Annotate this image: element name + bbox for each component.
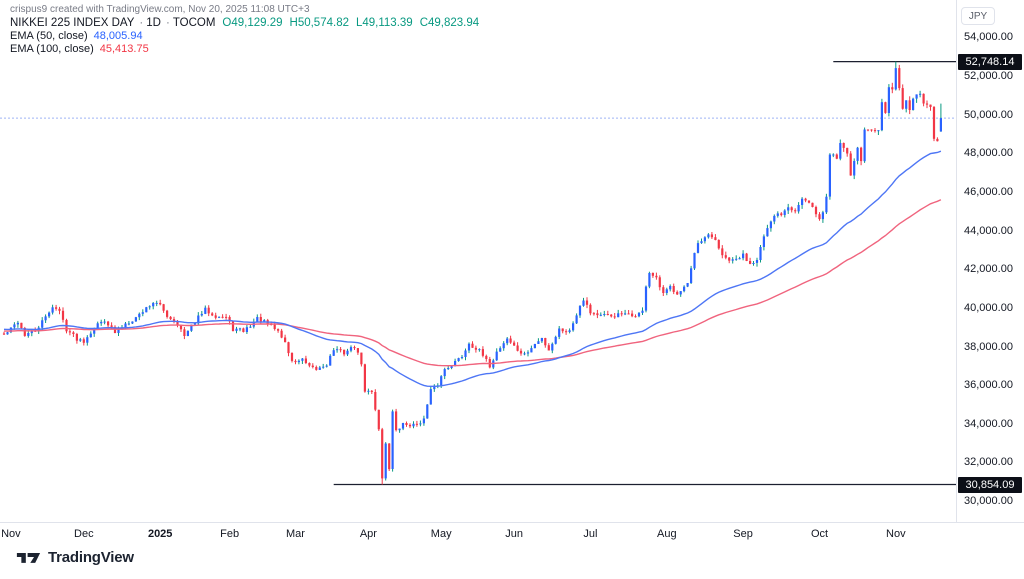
- legend-separator: ·: [139, 17, 144, 29]
- ohlc-high: H50,574.82: [289, 17, 349, 29]
- tradingview-logo-icon: [16, 553, 41, 563]
- ema100-value: 45,413.75: [99, 43, 149, 55]
- price-tick: 36,000.00: [964, 379, 1013, 392]
- chart-legend: NIKKEI 225 INDEX DAY · 1D · TOCOM O49,129.29 H…: [10, 17, 482, 56]
- price-tick: 42,000.00: [964, 263, 1013, 276]
- price-tick: 32,000.00: [964, 456, 1013, 469]
- time-tick: Jul: [583, 528, 598, 540]
- time-axis[interactable]: Nov Dec 2025 Feb Mar Apr May Jun Jul Aug Sep Oct Nov: [0, 522, 1024, 547]
- symbol-exchange: TOCOM: [172, 17, 216, 29]
- price-axis[interactable]: JPY 54,000.00 52,000.00 50,000.00 48,000.00…: [956, 0, 1024, 522]
- time-tick: Dec: [74, 528, 94, 540]
- ema50-label[interactable]: EMA (50, close): [10, 30, 88, 42]
- currency-badge[interactable]: JPY: [961, 7, 995, 25]
- price-tick: 34,000.00: [964, 417, 1013, 430]
- tradingview-logo-text: TradingView: [48, 549, 134, 566]
- price-tick: 54,000.00: [964, 31, 1013, 44]
- ohlc-open: O49,129.29: [222, 17, 283, 29]
- time-tick: Nov: [1, 528, 21, 540]
- ema50-legend-row[interactable]: EMA (50, close) 48,005.94: [10, 30, 482, 43]
- price-tick: 50,000.00: [964, 108, 1013, 121]
- price-tick: 48,000.00: [964, 147, 1013, 160]
- price-level-badge: 52,748.14: [958, 53, 1022, 70]
- time-tick: Sep: [733, 528, 753, 540]
- symbol-title[interactable]: NIKKEI 225 INDEX DAY: [10, 17, 135, 29]
- time-tick: Oct: [810, 528, 829, 540]
- chart-attribution: crispus9 created with TradingView.com, N…: [10, 4, 310, 15]
- time-tick: Aug: [657, 528, 677, 540]
- time-tick: May: [430, 528, 452, 540]
- tradingview-logo[interactable]: TradingView: [16, 549, 134, 566]
- ohlc-close: C49,823.94: [419, 17, 480, 29]
- time-tick: Feb: [220, 528, 240, 540]
- price-tick: 44,000.00: [964, 224, 1013, 237]
- symbol-legend-row[interactable]: NIKKEI 225 INDEX DAY · 1D · TOCOM O49,129.29 H…: [10, 17, 482, 30]
- time-tick: 2025: [147, 528, 173, 540]
- ohlc-low: L49,113.39: [355, 17, 413, 29]
- price-tick: 52,000.00: [964, 70, 1013, 82]
- price-tick: 38,000.00: [964, 340, 1013, 353]
- legend-separator: ·: [165, 17, 170, 29]
- ema100-label[interactable]: EMA (100, close): [10, 43, 94, 55]
- time-tick: Mar: [286, 528, 305, 540]
- ema50-value: 48,005.94: [93, 30, 143, 42]
- ema100-legend-row[interactable]: EMA (100, close) 45,413.75: [10, 43, 482, 56]
- time-tick: Apr: [359, 528, 377, 540]
- symbol-interval[interactable]: 1D: [146, 17, 161, 29]
- price-tick: 46,000.00: [964, 185, 1013, 198]
- time-tick: Nov: [886, 528, 906, 540]
- candlestick-chart[interactable]: [0, 0, 956, 522]
- price-tick: 40,000.00: [964, 301, 1013, 314]
- price-tick: 30,000.00: [964, 495, 1013, 507]
- time-tick: Jun: [505, 528, 523, 540]
- price-level-badge: 30,854.09: [958, 476, 1022, 493]
